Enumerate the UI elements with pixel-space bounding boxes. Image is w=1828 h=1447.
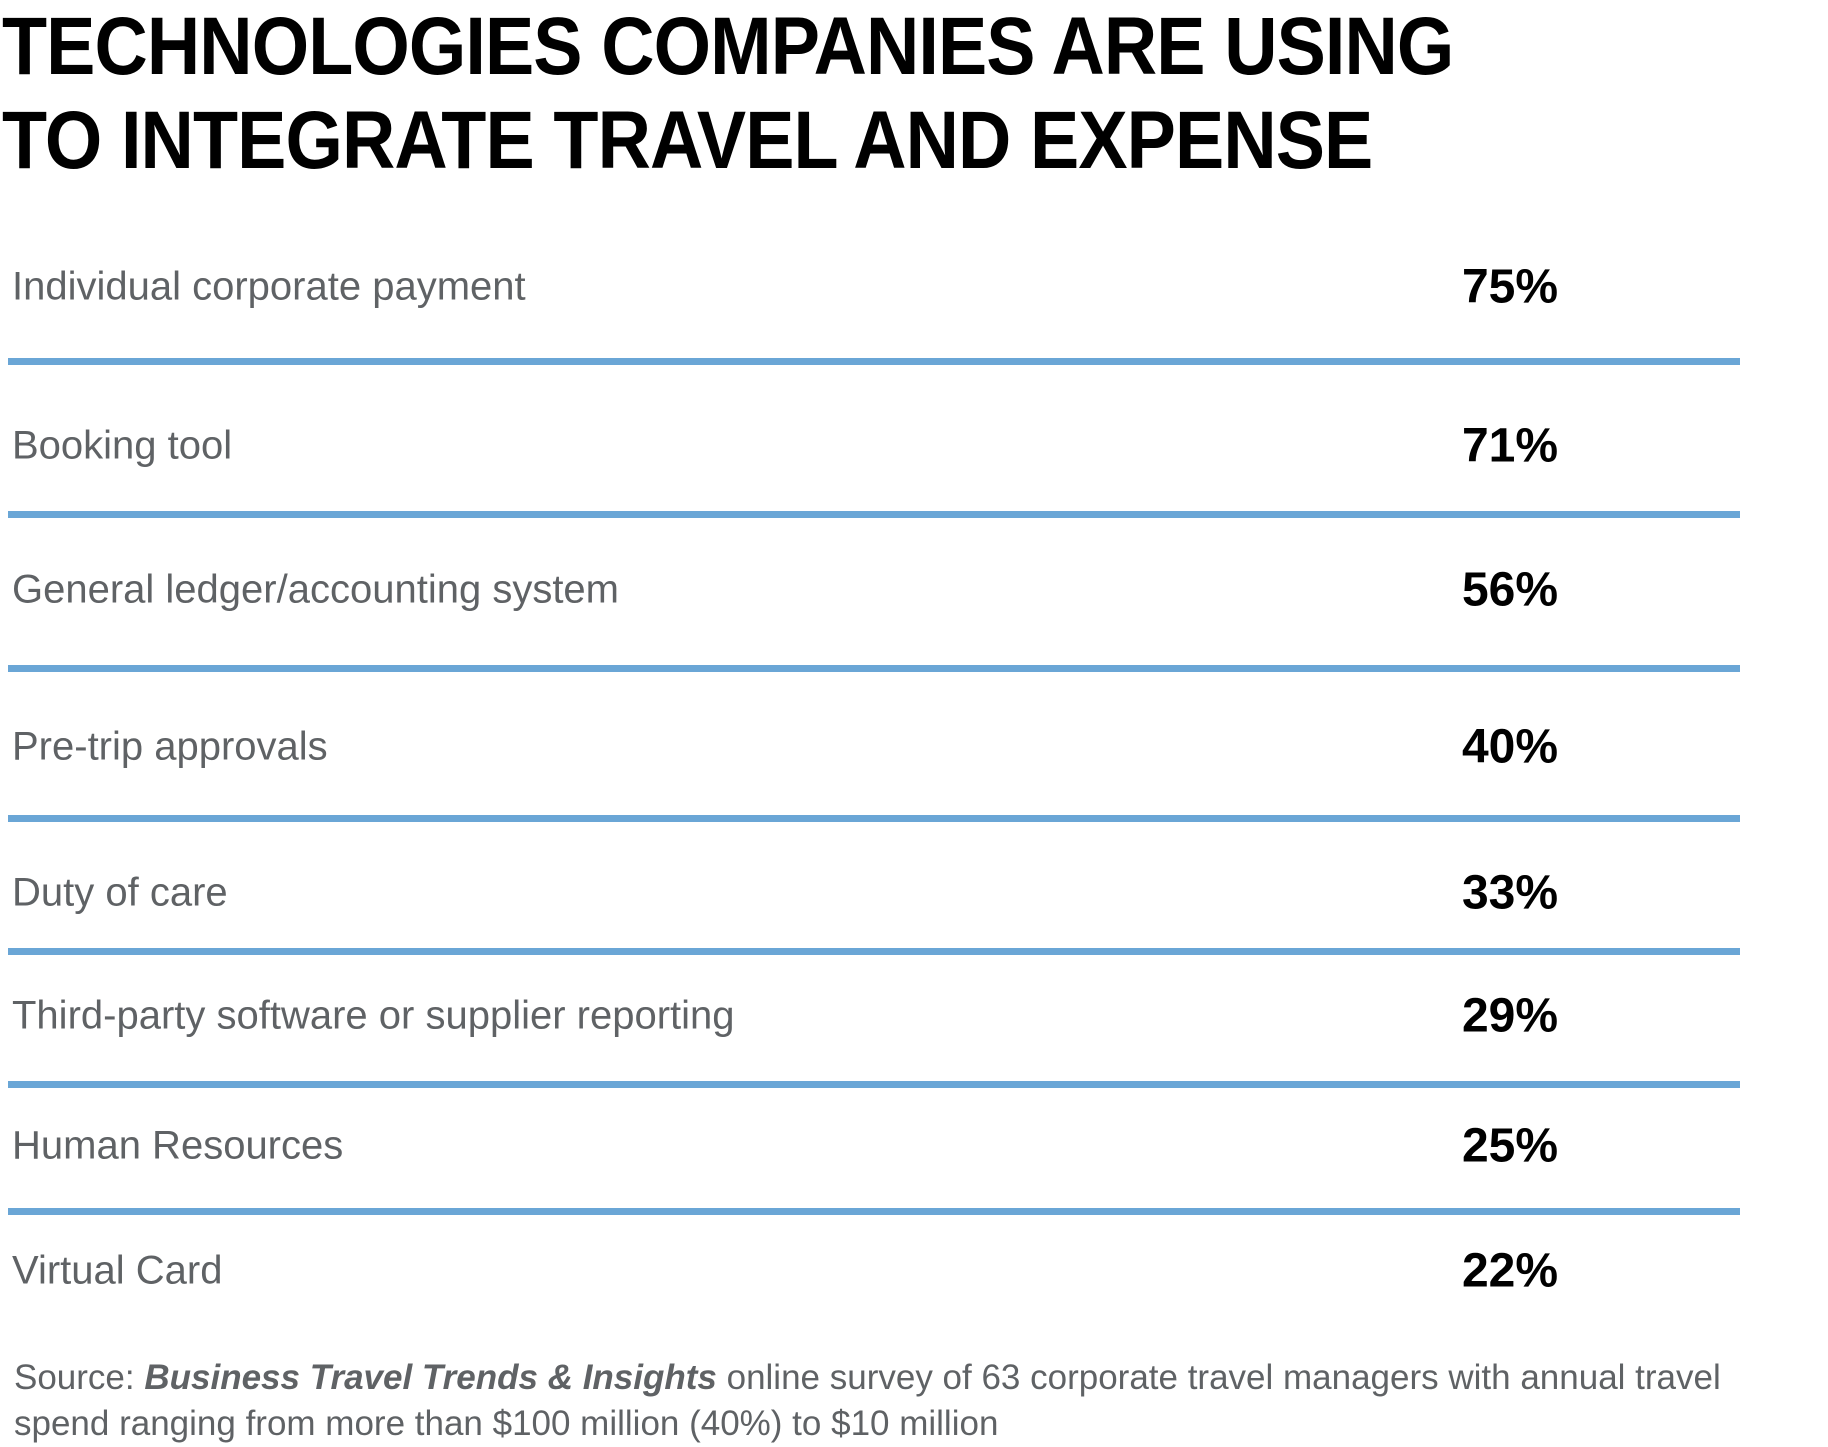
row-value: 25% (1461, 1119, 1559, 1173)
source-note: Source: Business Travel Trends & Insight… (14, 1355, 1814, 1447)
row-label: Virtual Card (12, 1248, 223, 1293)
row-divider (8, 948, 1740, 955)
row-divider (8, 358, 1740, 365)
chart-title: TECHNOLOGIES COMPANIES ARE USING TO INTE… (2, 0, 1454, 188)
source-text: online survey of 63 corporate travel man… (14, 1358, 1721, 1443)
source-publication: Business Travel Trends & Insights (144, 1358, 717, 1397)
source-prefix: Source: (14, 1358, 145, 1397)
row-divider (8, 1081, 1740, 1088)
row-divider (8, 665, 1740, 672)
title-line-1: TECHNOLOGIES COMPANIES ARE USING (2, 1, 1454, 92)
title-line-2: TO INTEGRATE TRAVEL AND EXPENSE (2, 95, 1373, 186)
row-label: Human Resources (12, 1123, 344, 1168)
row-label: Duty of care (12, 870, 228, 915)
row-divider (8, 511, 1740, 518)
row-label: Individual corporate payment (12, 264, 526, 309)
row-value: 22% (1461, 1244, 1559, 1298)
row-label: Third-party software or supplier reporti… (12, 993, 735, 1038)
row-value: 75% (1461, 260, 1559, 314)
row-label: Pre-trip approvals (12, 724, 328, 769)
row-label: Booking tool (12, 423, 233, 468)
row-value: 71% (1461, 419, 1559, 473)
row-divider (8, 1208, 1740, 1215)
row-label: General ledger/accounting system (12, 567, 619, 612)
row-value: 33% (1461, 866, 1559, 920)
row-value: 29% (1461, 989, 1559, 1043)
row-divider (8, 815, 1740, 822)
row-value: 40% (1461, 720, 1559, 774)
row-value: 56% (1461, 563, 1559, 617)
